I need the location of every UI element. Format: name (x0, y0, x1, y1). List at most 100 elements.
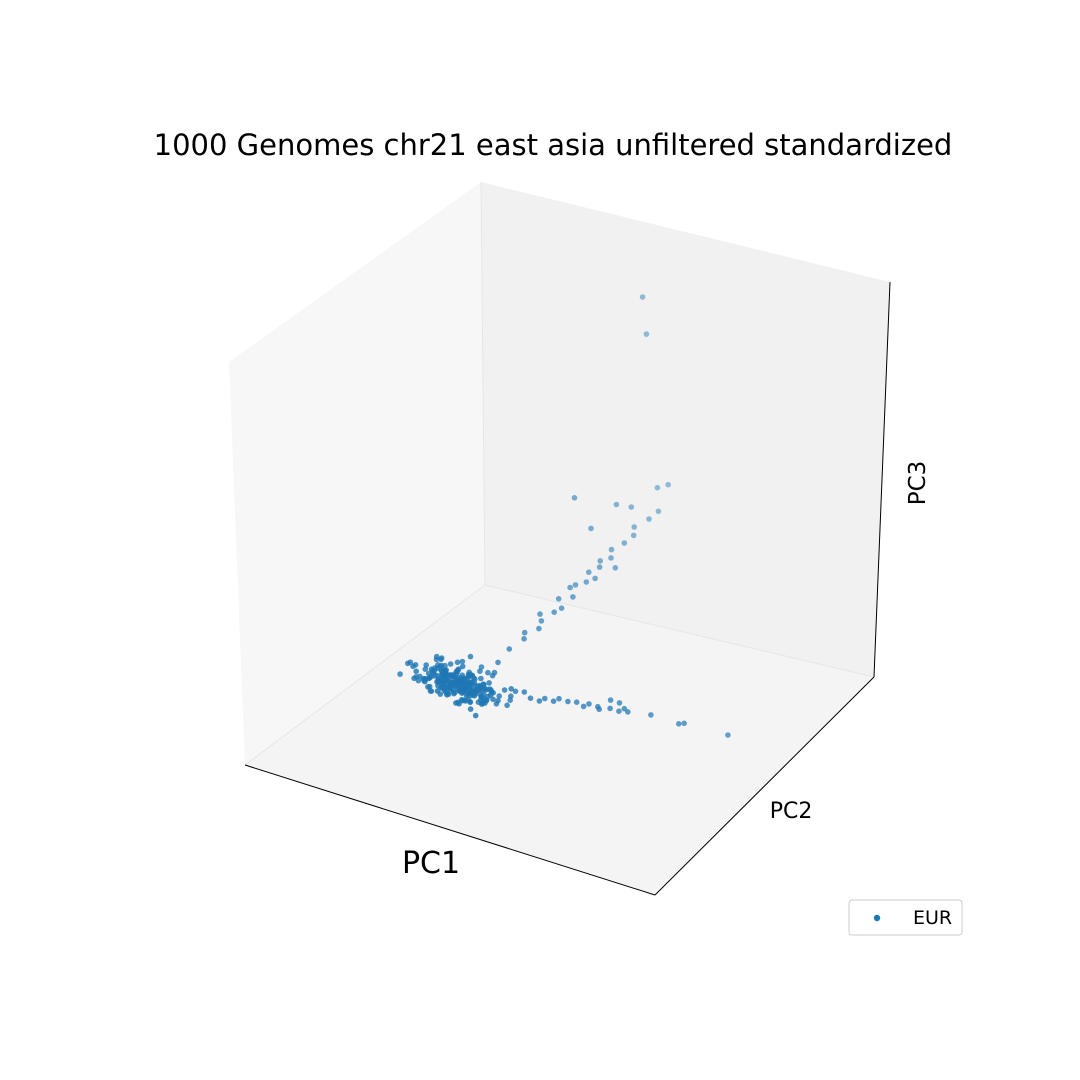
data-point (428, 673, 434, 680)
data-point (490, 696, 496, 703)
data-point (551, 609, 557, 615)
data-point (454, 659, 461, 666)
data-point (612, 565, 619, 571)
data-point (486, 680, 492, 686)
data-point (478, 675, 484, 682)
data-point (608, 546, 615, 553)
data-point (521, 636, 527, 642)
data-point (558, 605, 565, 611)
data-point (597, 558, 603, 564)
data-point (573, 699, 580, 705)
data-point (451, 682, 458, 688)
data-point (506, 646, 513, 652)
data-point (621, 705, 628, 712)
x-axis-label: PC1 (402, 846, 460, 881)
data-point (580, 703, 587, 710)
data-point (465, 671, 472, 678)
data-point (459, 658, 466, 665)
legend: EUR (848, 899, 963, 936)
x-axis-line (244, 764, 656, 896)
axes-panes (229, 181, 891, 896)
y-axis-label: PC2 (770, 799, 813, 824)
data-point (452, 689, 458, 696)
data-points (397, 294, 731, 738)
data-point (434, 665, 441, 672)
left-wall-pane (229, 182, 485, 765)
back-wall-pane (481, 182, 890, 677)
data-point (425, 684, 431, 690)
data-point (630, 532, 637, 539)
data-point (527, 695, 534, 701)
data-point (482, 687, 489, 693)
data-point (467, 653, 474, 660)
data-point (504, 702, 510, 709)
data-point (476, 687, 482, 693)
data-point (648, 712, 654, 718)
data-point (643, 331, 650, 337)
data-point (496, 693, 503, 699)
data-point (725, 732, 731, 738)
data-point (512, 688, 519, 695)
data-point (468, 688, 474, 694)
data-point (570, 594, 576, 600)
data-point (422, 676, 429, 682)
data-point (655, 508, 662, 515)
data-point (616, 708, 622, 714)
data-point (441, 669, 448, 675)
data-point (536, 625, 542, 632)
legend-marker (873, 914, 881, 922)
z-axis-label: PC3 (905, 461, 931, 506)
floor-pane (245, 585, 874, 895)
data-point (459, 683, 466, 689)
data-point (583, 579, 590, 585)
data-point (453, 700, 459, 706)
data-point (639, 294, 646, 300)
data-point (417, 673, 423, 680)
data-point (676, 721, 682, 727)
data-point (472, 712, 479, 719)
data-point (508, 693, 514, 699)
z-axis-line (873, 281, 891, 678)
data-point (480, 699, 486, 706)
data-point (607, 697, 614, 703)
data-point (410, 663, 416, 670)
data-point (542, 695, 548, 702)
pane-edge-back (484, 584, 875, 678)
data-point (436, 676, 442, 682)
data-point (467, 699, 474, 705)
data-point (621, 540, 628, 546)
data-point (586, 701, 592, 707)
data-point (508, 686, 514, 692)
data-point (459, 663, 466, 670)
data-point (433, 656, 440, 663)
data-point (447, 661, 454, 667)
data-point (596, 564, 603, 570)
data-point (468, 692, 474, 699)
data-point (592, 575, 598, 582)
data-point (397, 671, 403, 677)
data-point (438, 656, 444, 663)
data-point (471, 682, 478, 689)
data-point (495, 659, 501, 666)
data-point (556, 695, 562, 702)
data-point (572, 582, 579, 588)
data-point (445, 672, 451, 679)
data-point (536, 698, 543, 704)
data-point (616, 700, 623, 706)
pane-edge-vertical (480, 181, 486, 586)
data-point (586, 569, 592, 575)
data-point (485, 669, 491, 676)
data-point (478, 664, 485, 670)
data-point (422, 666, 429, 672)
data-point (462, 698, 469, 704)
data-point (550, 698, 557, 704)
data-point (480, 681, 487, 687)
data-point (538, 618, 545, 624)
data-point (654, 484, 661, 491)
data-point (439, 685, 445, 691)
data-point (628, 504, 635, 510)
data-point (613, 501, 620, 508)
data-point (571, 495, 578, 501)
data-point (521, 689, 528, 695)
